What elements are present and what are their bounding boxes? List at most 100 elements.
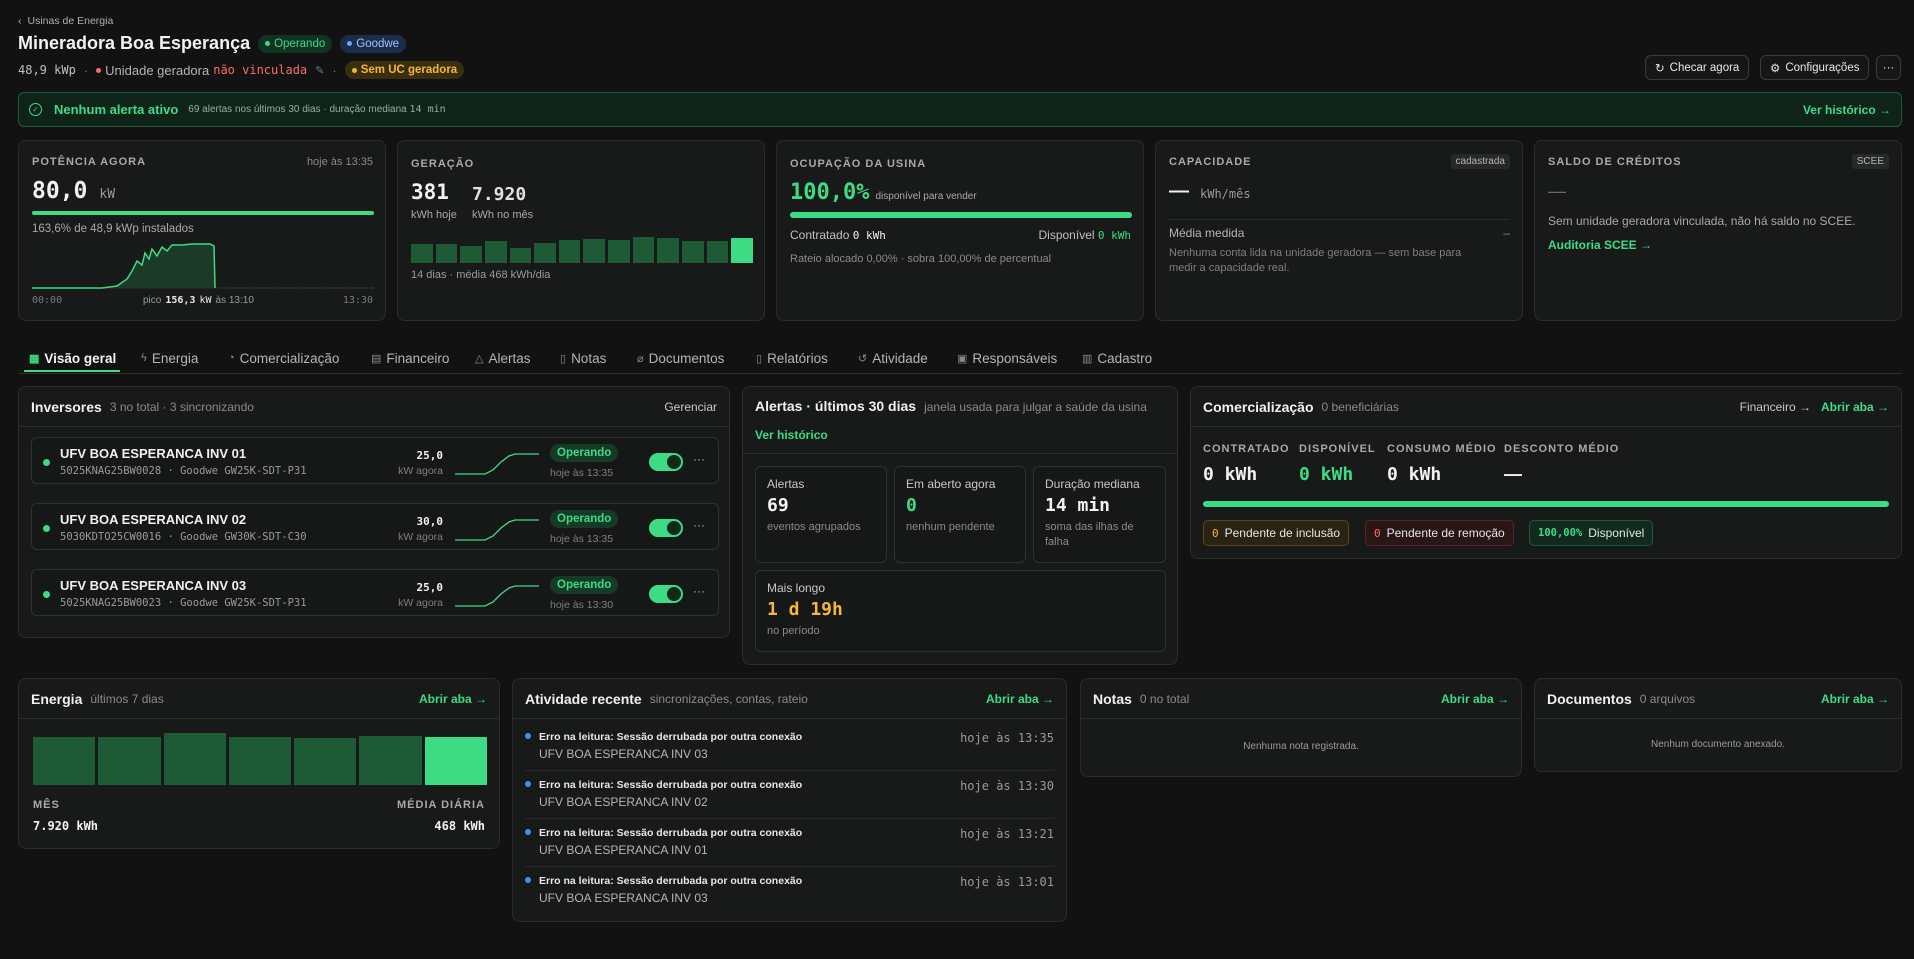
- notes-open-link[interactable]: Abrir aba →: [1440, 691, 1509, 706]
- inverter-power-label: kW agora: [398, 531, 443, 543]
- inverters-title: Inversores: [31, 398, 102, 415]
- brand-badge: Goodwe: [340, 34, 407, 53]
- inverters-subtitle: 3 no total · 3 sincronizando: [109, 399, 254, 414]
- power-x-start: 00:00: [32, 295, 63, 306]
- docs-open-link[interactable]: Abrir aba →: [1820, 691, 1889, 706]
- occupancy-card: OCUPAÇÃO DA USINA 100,0% disponível para…: [776, 140, 1144, 321]
- energy-bar: [33, 737, 96, 785]
- capacity-value: —: [1169, 180, 1189, 202]
- credits-badge: SCEE: [1851, 154, 1889, 169]
- occupancy-note: disponível para vender: [875, 191, 977, 202]
- status-dot: [43, 591, 50, 598]
- row-menu-icon[interactable]: ···: [693, 584, 705, 598]
- activity-dot: [525, 829, 531, 835]
- tab-documentos[interactable]: ⌀ Documentos: [637, 350, 725, 366]
- edit-pencil-icon[interactable]: ✎: [315, 64, 325, 77]
- generation-bar: [608, 240, 630, 263]
- inverter-row[interactable]: UFV BOA ESPERANCA INV 01 5025KNAG25BW002…: [31, 437, 719, 484]
- breadcrumb[interactable]: ‹ Usinas de Energia: [18, 15, 113, 27]
- tab-alertas[interactable]: △ Alertas: [475, 350, 531, 366]
- alerts-subtitle: janela usada para julgar a saúde da usin…: [924, 400, 1147, 414]
- generation-bar: [706, 240, 729, 263]
- stat-alerts: Alertas 69 eventos agrupados: [755, 466, 887, 563]
- tab-comercializacao[interactable]: ◔ Comercialização: [228, 350, 340, 366]
- tab-energia[interactable]: ϟ Energia: [141, 350, 199, 366]
- gear-icon: ⚙: [1770, 62, 1781, 75]
- docs-panel: Documentos 0 arquivos Abrir aba → Nenhum…: [1534, 678, 1902, 772]
- scee-audit-link[interactable]: Auditoria SCEE →: [1548, 238, 1653, 252]
- alerts-history-link[interactable]: Ver histórico: [755, 428, 828, 442]
- credits-label: SALDO DE CRÉDITOS: [1548, 156, 1682, 168]
- energy-bar: [163, 733, 226, 785]
- commercial-open-link[interactable]: Abrir aba →: [1820, 399, 1889, 414]
- generation-bar: [509, 248, 532, 263]
- occupancy-value: 100,0%: [790, 180, 870, 205]
- power-value: 80,0: [32, 178, 88, 204]
- inverter-time: hoje às 13:35: [550, 467, 614, 479]
- row-menu-icon[interactable]: ···: [693, 452, 705, 466]
- row-menu-icon[interactable]: ···: [693, 518, 705, 532]
- tab-relatorios[interactable]: ▯ Relatórios: [756, 350, 828, 366]
- capacity-label: CAPACIDADE: [1169, 156, 1252, 168]
- commercial-title: Comercialização: [1203, 398, 1314, 415]
- activity-subtitle: sincronizações, contas, rateio: [649, 691, 808, 706]
- inverter-toggle[interactable]: [649, 519, 683, 537]
- inverter-sparkline: [455, 519, 539, 541]
- inverter-power: 25,0: [416, 581, 444, 594]
- avg-consumption-label: CONSUMO MÉDIO: [1387, 443, 1497, 455]
- tab-responsaveis[interactable]: ▣ Responsáveis: [957, 350, 1058, 366]
- history-icon: ↺: [858, 352, 868, 365]
- notes-subtitle: 0 no total: [1139, 691, 1190, 706]
- alert-history-link[interactable]: Ver histórico →: [1802, 102, 1891, 117]
- tab-cadastro[interactable]: ▥ Cadastro: [1082, 350, 1153, 366]
- power-subtitle: 163,6% de 48,9 kWp instalados: [32, 223, 194, 235]
- docs-subtitle: 0 arquivos: [1639, 691, 1696, 706]
- activity-item: Erro na leitura: Sessão derrubada por ou…: [525, 867, 1054, 915]
- occupancy-available: Disponível 0 kWh: [1038, 228, 1132, 242]
- tab-notas[interactable]: ▯ Notas: [560, 350, 607, 366]
- generation-today-value: 381: [411, 180, 449, 204]
- activity-title: Atividade recente: [525, 690, 642, 707]
- report-icon: ▯: [756, 352, 763, 365]
- inverter-serial: 5025KNAG25BW0028 · Goodwe GW25K-SDT-P31: [60, 465, 307, 477]
- inverter-row[interactable]: UFV BOA ESPERANCA INV 03 5025KNAG25BW002…: [31, 569, 719, 616]
- inverter-toggle[interactable]: [649, 453, 683, 471]
- tab-overview[interactable]: ▦ Visão geral: [29, 350, 117, 366]
- tab-atividade[interactable]: ↺ Atividade: [858, 350, 928, 366]
- occupancy-progress: [790, 212, 1132, 218]
- generation-bar: [583, 239, 606, 263]
- inverter-row[interactable]: UFV BOA ESPERANCA INV 02 5030KDTO25CW001…: [31, 503, 719, 550]
- activity-item: Erro na leitura: Sessão derrubada por ou…: [525, 819, 1054, 867]
- inverter-power-label: kW agora: [398, 597, 443, 609]
- chip-pending-removal: 0 Pendente de remoção: [1365, 520, 1514, 546]
- generation-bar: [657, 238, 680, 263]
- energy-avg-value: 468 kWh: [434, 819, 485, 833]
- page-title: Mineradora Boa Esperança: [18, 33, 251, 53]
- activity-item: Erro na leitura: Sessão derrubada por ou…: [525, 771, 1054, 819]
- tab-financeiro[interactable]: ▤ Financeiro: [371, 350, 450, 366]
- energy-avg-label: MÉDIA DIÁRIA: [397, 799, 485, 811]
- chevron-left-icon: ‹: [18, 15, 22, 27]
- available-value: 0 kWh: [1299, 464, 1354, 485]
- activity-open-link[interactable]: Abrir aba →: [985, 691, 1054, 706]
- financeiro-link[interactable]: Financeiro →: [1739, 399, 1811, 414]
- energy-bar: [359, 736, 422, 785]
- generation-bar: [460, 245, 482, 263]
- inverter-name: UFV BOA ESPERANCA INV 03: [60, 578, 247, 593]
- manage-inverters-link[interactable]: Gerenciar: [664, 399, 717, 414]
- generation-month-value: 7.920: [472, 184, 527, 205]
- inverter-toggle[interactable]: [649, 585, 683, 603]
- energy-bar: [228, 737, 292, 785]
- check-circle-icon: ✓: [29, 103, 42, 116]
- more-button[interactable]: ···: [1876, 55, 1901, 80]
- inverter-time: hoje às 13:35: [550, 533, 614, 545]
- capacity-unit: kWh/mês: [1200, 187, 1251, 201]
- refresh-icon: ↻: [1655, 62, 1665, 75]
- contracted-label: CONTRATADO: [1203, 443, 1290, 455]
- archive-icon: ▥: [1082, 352, 1093, 365]
- capacity-card: CAPACIDADE cadastrada — kWh/mês Média me…: [1155, 140, 1523, 321]
- check-now-button[interactable]: ↻ Checar agora: [1645, 55, 1750, 80]
- energy-open-link[interactable]: Abrir aba →: [418, 691, 487, 706]
- status-dot: [43, 525, 50, 532]
- settings-button[interactable]: ⚙ Configurações: [1760, 55, 1870, 80]
